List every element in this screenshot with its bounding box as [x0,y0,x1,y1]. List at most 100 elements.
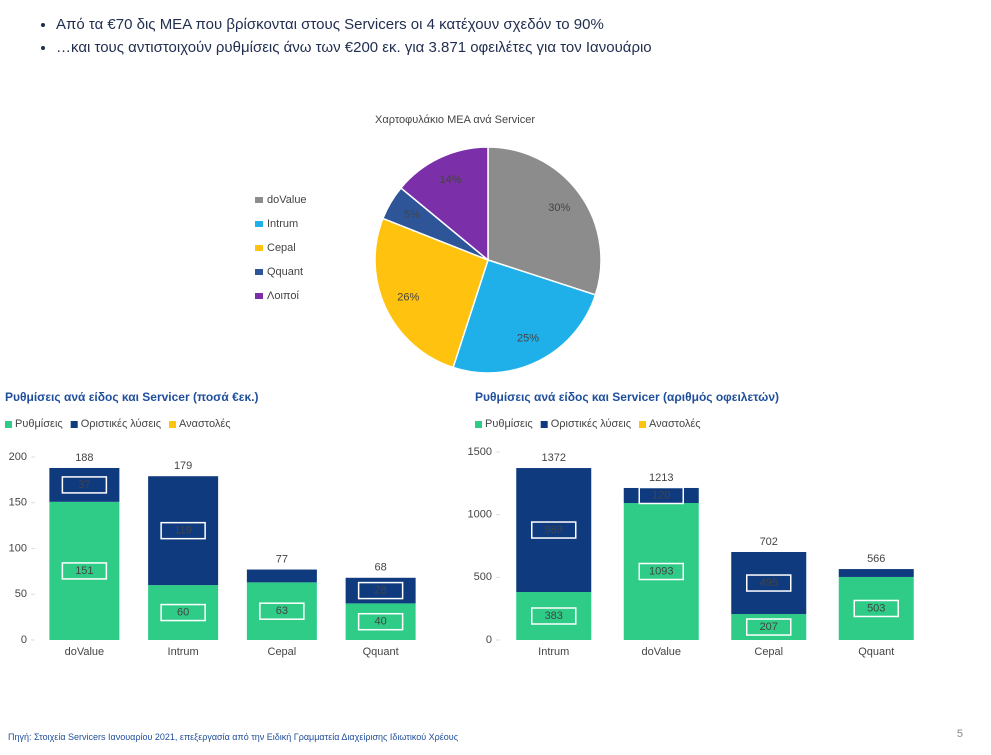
label-box [160,521,206,540]
bar-segment [246,582,317,640]
y-tick-label: 0 [21,634,27,646]
bar-segment [838,576,914,640]
slice-label: 30% [548,202,570,214]
bar-segment [148,476,219,586]
total-label: 188 [75,452,93,464]
source: Πηγή: Στοιχεία Servicers Ιανουαρίου 2021… [8,732,459,742]
chart-title: Ρυθμίσεις ανά είδος και Servicer (ποσά €… [5,390,258,404]
label-box [746,574,792,592]
data-label: 383 [545,610,563,622]
slice-label: 14% [439,174,461,186]
label-box [61,476,108,494]
page-number: 5 [956,728,963,740]
x-tick-label: Intrum [168,646,199,658]
legend-label: Ρυθμίσεις [15,418,63,430]
legend-swatch [255,245,263,251]
bar-segment [623,487,699,504]
legend-swatch [70,421,78,428]
label-box [357,612,404,631]
data-label: 40 [375,616,387,628]
data-label: 207 [760,621,778,633]
legend-swatch [540,421,548,428]
label-box [638,562,684,581]
data-label: 989 [545,524,563,536]
x-tick-label: doValue [641,646,681,658]
legend-label: Αναστολές [179,418,231,430]
data-label: 37 [78,479,90,491]
total-label: 179 [174,460,192,472]
data-label: 119 [174,525,192,537]
label-box [531,607,577,625]
bar-segment [49,467,120,502]
slice-label: 25% [517,332,539,344]
bullets: Από τα €70 δις ΜΕΑ που βρίσκονται στους … [30,14,986,60]
bar-segment [49,501,120,640]
legend-swatch [169,421,176,428]
y-tick-label: 500 [474,571,492,583]
total-label: 77 [276,553,288,565]
legend-label: Cepal [267,242,296,254]
x-tick-label: Cepal [754,646,783,658]
chart-title: Χαρτοφυλάκιο ΜΕΑ ανά Servicer [375,114,535,126]
total-label: 68 [375,562,387,574]
y-tick-label: 100 [9,542,27,554]
data-label: 60 [177,606,189,618]
label-box [357,581,404,600]
data-label: 28 [375,584,387,596]
x-tick-label: Cepal [268,646,297,658]
legend-swatch [255,221,263,227]
data-label: 63 [276,605,288,617]
legend-swatch [255,197,263,203]
label-box [259,602,305,620]
total-label: 566 [867,553,885,565]
bar-segment [148,585,219,640]
x-tick-label: Intrum [538,646,569,658]
legend-label: doValue [267,194,307,206]
pie-slice [399,146,489,262]
x-tick-label: doValue [65,646,105,658]
label-box [531,521,577,539]
y-tick-label: 50 [15,588,27,600]
y-tick-label: 1000 [468,509,492,521]
bar-segment [516,591,592,640]
legend-swatch [5,421,12,428]
pie-slice [452,259,597,374]
bullet: Από τα €70 δις ΜΕΑ που βρίσκονται στους … [56,14,986,35]
bar-segment [516,468,592,592]
label-box [853,599,899,618]
y-tick-label: 0 [486,634,492,646]
legend-swatch [475,421,482,428]
legend-label: Οριστικές λύσεις [551,418,631,430]
label-box [638,486,684,505]
data-label: 1093 [649,565,673,577]
y-tick-label: 1500 [468,446,492,458]
bar-segment [246,569,317,583]
legend-swatch [255,293,263,299]
bar-segment [731,552,807,615]
legend-label: Αναστολές [649,418,701,430]
legend-swatch [255,269,263,275]
x-tick-label: Qquant [858,646,894,658]
bar-segment [345,603,416,640]
legend-label: Οριστικές λύσεις [81,418,161,430]
total-label: 1213 [649,472,673,484]
slice-label: 26% [397,291,419,303]
chart-title: Ρυθμίσεις ανά είδος και Servicer (αριθμό… [475,390,779,404]
total-label: 702 [760,536,778,548]
bar-segment [623,503,699,640]
bar-segment [838,569,914,577]
bullet: …και τους αντιστοιχούν ρυθμίσεις άνω των… [56,37,986,58]
legend-label: Qquant [267,266,303,278]
y-tick-label: 150 [9,497,27,509]
pie-slice [487,146,602,296]
data-label: 503 [867,602,885,614]
x-tick-label: Qquant [363,646,399,658]
legend-swatch [639,421,646,428]
label-box [160,603,206,622]
legend-label: Intrum [267,218,298,230]
data-label: 495 [760,577,778,589]
data-label: 120 [652,489,670,501]
total-label: 1372 [542,452,566,464]
